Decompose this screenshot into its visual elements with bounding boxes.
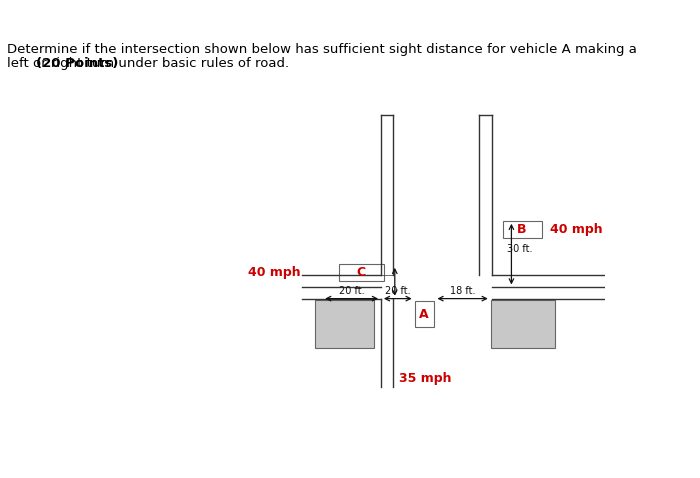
Text: A: A [419,308,429,321]
Text: 20 ft.: 20 ft. [385,286,411,296]
Bar [315,300,374,348]
Text: 20 ft.: 20 ft. [339,286,365,296]
Bar [503,221,542,238]
Text: (20 Points): (20 Points) [36,57,118,70]
Text: 30 ft.: 30 ft. [508,244,533,254]
Text: 18 ft.: 18 ft. [450,286,475,296]
Text: Determine if the intersection shown below has sufficient sight distance for vehi: Determine if the intersection shown belo… [7,43,637,56]
Text: B: B [517,223,526,236]
Text: left or right turn under basic rules of road.: left or right turn under basic rules of … [7,57,293,70]
Text: 40 mph: 40 mph [248,266,300,279]
Bar [339,264,384,282]
Text: 40 mph: 40 mph [550,223,603,236]
Bar [414,301,434,327]
Text: 35 mph: 35 mph [399,371,452,385]
Bar [491,300,556,348]
Text: C: C [356,266,365,279]
